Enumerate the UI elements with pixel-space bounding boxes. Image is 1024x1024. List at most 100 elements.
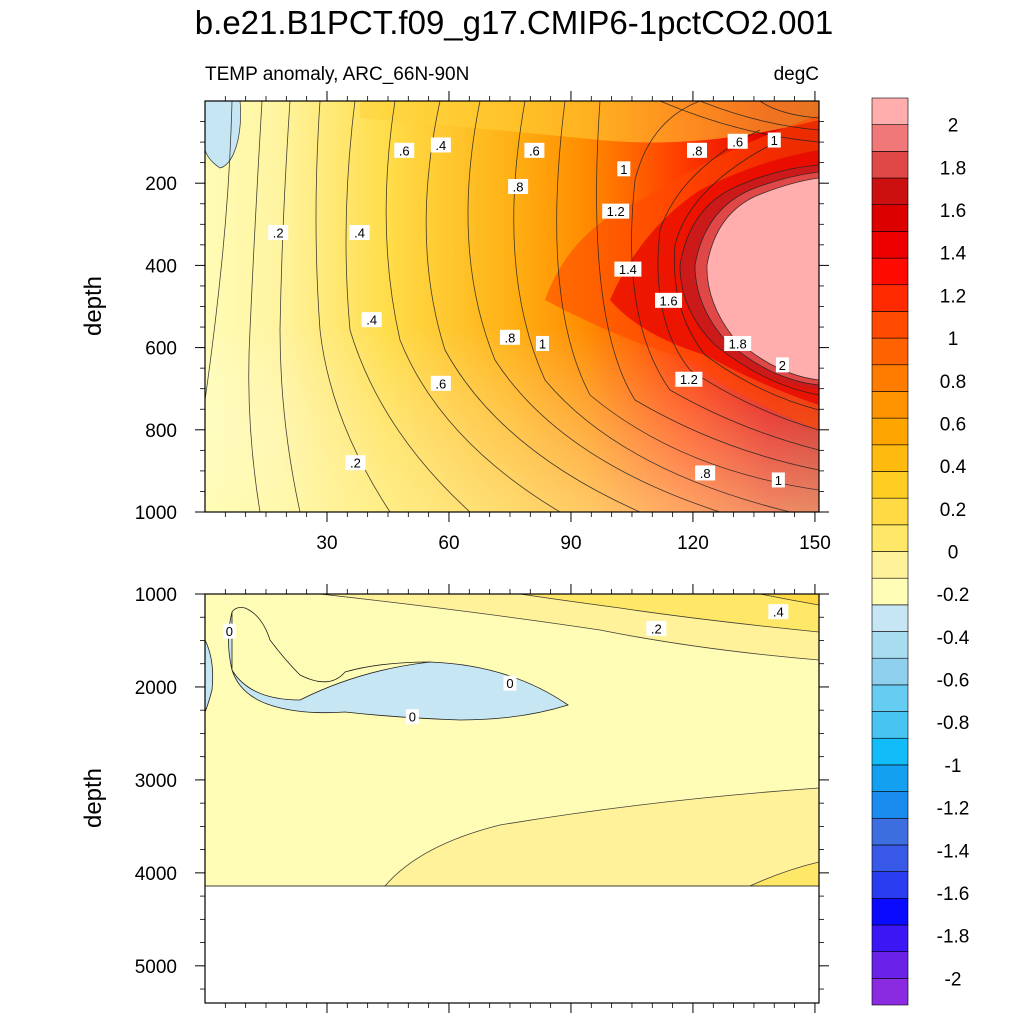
upper-contour-label-box (775, 357, 789, 373)
colorbar-box (871, 231, 909, 259)
colorbar-box (871, 391, 909, 419)
upper-contour-label-box (268, 225, 289, 241)
upper-contour-label-text: 1 (539, 336, 546, 351)
upper-x-tick-label: 120 (677, 533, 709, 554)
upper-contour-label-text: 1 (771, 133, 778, 148)
lower-contour-label-box (503, 675, 517, 691)
colorbar-level-label: -0.6 (937, 671, 970, 692)
upper-contour-label-box (655, 292, 683, 308)
upper-x-tick-label: 150 (799, 533, 831, 554)
colorbar-box (871, 311, 909, 339)
colorbar-level-label: 1.6 (940, 201, 966, 222)
upper-contour-label: 2 (775, 357, 789, 373)
lower-contour-labels: 0 0 0 .2 .4 (222, 604, 789, 725)
upper-contour-label-box (394, 142, 415, 158)
upper-contour-label-text: .2 (350, 456, 361, 471)
colorbar-level-label: 0 (948, 543, 959, 564)
upper-contour-label-box (767, 132, 781, 148)
upper-contour-label-box (349, 225, 370, 241)
upper-contour-label-box (771, 472, 785, 488)
upper-contour-label-text: 1 (775, 473, 782, 488)
upper-contour-label-box (695, 465, 716, 481)
upper-contour-label-text: 1 (620, 162, 627, 177)
surface-band (360, 101, 819, 143)
upper-contour-label: 1 (535, 335, 549, 351)
upper-contour-label-box (602, 203, 630, 219)
colorbar-box (871, 497, 909, 526)
lower-contour-label: 0 (222, 623, 236, 639)
lower-contour-label-box (646, 620, 667, 636)
max-region (706, 178, 819, 380)
lower-contour-label-text: 0 (409, 710, 416, 725)
colorbar-box (871, 951, 909, 979)
lower-contour-label-text: 0 (506, 676, 513, 691)
colorbar-level-label: 0.4 (940, 457, 967, 478)
lower-y-tick-label: 2000 (135, 678, 177, 699)
upper-contour-label-box (687, 142, 708, 158)
upper-contour-label-box (508, 178, 529, 194)
colorbar-boxes (871, 97, 909, 1006)
upper-contour-label-text: 1.2 (680, 372, 698, 387)
colorbar-box (871, 711, 909, 739)
upper-contour-label-box (617, 161, 631, 177)
lower-contour-label-text: .4 (773, 605, 784, 620)
upper-contour-label-box (675, 371, 703, 387)
upper-x-tick-label: 60 (438, 533, 459, 554)
upper-contour-label-text: .6 (529, 143, 540, 158)
colorbar-box (871, 97, 909, 125)
lower-contour-label: .4 (768, 604, 789, 620)
lower-y-tick-label: 1000 (135, 585, 177, 606)
lower-contour-label-box (768, 604, 789, 620)
upper-contour-label: .6 (727, 133, 748, 149)
left-subtitle: TEMP anomaly, ARC_66N-90N (205, 64, 469, 85)
upper-contour-label-box (535, 335, 549, 351)
upper-contour-label-box (345, 455, 366, 471)
lower-contour-label: 0 (503, 675, 517, 691)
upper-y-axis-label: depth (80, 276, 107, 336)
upper-contour-label-box (361, 312, 382, 328)
upper-contour-label-text: 1.2 (607, 204, 625, 219)
lower-contour-label: .2 (646, 620, 667, 636)
colorbar-box (871, 737, 909, 766)
upper-contour-label: 1 (771, 472, 785, 488)
upper-contour-label: .6 (524, 142, 545, 158)
colorbar-box (871, 924, 909, 952)
colorbar-labels: -2 -1.8 -1.6 -1.4 -1.2 -1 -0.8 -0.6 -0.4 -0.2 0 0.2… (937, 116, 970, 991)
colorbar-box (871, 791, 909, 819)
upper-contour-label-text: .2 (273, 226, 284, 241)
lower-contour-label-text: .2 (651, 621, 662, 636)
colorbar-box (871, 817, 909, 846)
lower-negative-edge (231, 607, 431, 683)
upper-contour-label: .2 (345, 455, 366, 471)
upper-contour-label: 1 (767, 132, 781, 148)
upper-y-tick-label: 600 (145, 339, 177, 360)
colorbar-box (871, 151, 909, 179)
lower-no-data-region (205, 886, 819, 1003)
lower-negative-patch (228, 611, 569, 721)
upper-contour-label-text: .8 (505, 330, 516, 345)
colorbar-box (871, 657, 909, 686)
upper-contour-label: .4 (349, 225, 370, 241)
colorbar-box (871, 364, 909, 392)
colorbar-level-label: 0.6 (940, 414, 966, 435)
upper-contour-label-text: .8 (692, 143, 703, 158)
upper-contour-label: .2 (268, 225, 289, 241)
upper-contour-label-text: 1.6 (660, 293, 678, 308)
colorbar-level-label: -2 (945, 969, 962, 990)
upper-contour-label-text: .4 (354, 226, 365, 241)
lower-y-axis-label: depth (80, 768, 107, 828)
upper-contour-label-box (727, 133, 748, 149)
upper-x-tick-label: 90 (560, 533, 581, 554)
lower-contour-label-box (405, 709, 419, 725)
upper-contour-labels: .6.4.6.8.6 11.81.2.2.41.41.6.4.8 1 1.821.2.… (268, 132, 789, 488)
lower-y-tick-label: 3000 (135, 771, 177, 792)
upper-x-axis: 30 60 90 120 150 (224, 91, 831, 554)
lower-negative-edge-left (205, 639, 214, 713)
upper-contour-label-text: .6 (435, 376, 446, 391)
colorbar-level-label: 1.2 (940, 286, 966, 307)
colorbar-box (871, 764, 909, 792)
colorbar-box (871, 871, 909, 899)
upper-contour-label-text: .4 (366, 313, 377, 328)
upper-contour-label-box (430, 375, 451, 391)
